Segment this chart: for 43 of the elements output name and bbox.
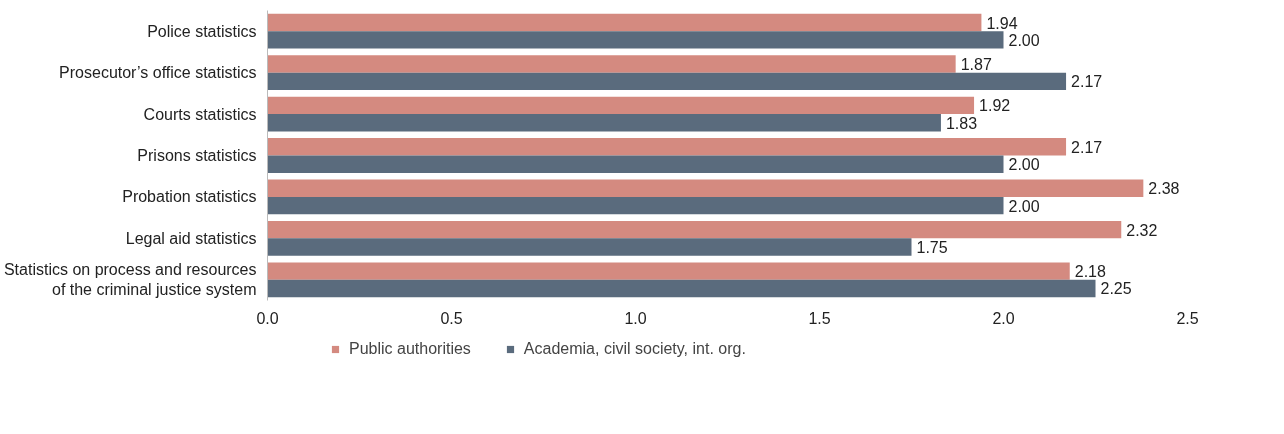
data-label: 2.18	[1074, 263, 1106, 281]
x-tick-label: 0.5	[440, 309, 463, 327]
bar	[267, 114, 941, 132]
bar	[267, 179, 1144, 197]
bar	[267, 155, 1004, 173]
bar	[267, 238, 912, 256]
data-label: 2.00	[1008, 156, 1040, 174]
y-tick-label: Prosecutor’s office statistics	[59, 64, 257, 82]
bar	[267, 196, 1004, 215]
bar	[267, 262, 1070, 280]
bar	[267, 13, 982, 32]
data-label: 1.92	[979, 97, 1011, 115]
data-label: 2.00	[1008, 31, 1040, 49]
bar	[267, 55, 956, 73]
x-tick-label: 1.0	[624, 309, 647, 327]
y-tick-label: Prisons statistics	[137, 147, 257, 164]
bar	[267, 220, 1122, 239]
data-label: 2.17	[1071, 73, 1103, 91]
y-tick-label: Statistics on process and resources of the criminal justice system	[3, 261, 257, 299]
y-tick-label: Courts statistics	[143, 105, 257, 123]
y-tick-label: Police statistics	[147, 22, 257, 40]
data-label: 1.75	[916, 239, 948, 257]
x-tick-label: 1.5	[808, 309, 831, 327]
x-tick-label: 2.5	[1176, 309, 1199, 327]
data-label: 2.17	[1071, 138, 1103, 156]
bar	[267, 72, 1067, 91]
y-tick-label: Legal aid statistics	[125, 229, 257, 247]
data-label: 1.87	[960, 55, 992, 73]
data-label: 2.32	[1126, 221, 1158, 239]
bar	[267, 279, 1096, 298]
bar	[267, 31, 1004, 49]
legend-label: Public authorities	[349, 340, 471, 358]
data-label: 2.25	[1100, 280, 1132, 298]
x-tick-label: 2.0	[992, 309, 1015, 327]
y-tick-label: Probation statistics	[122, 188, 257, 206]
data-label: 1.94	[986, 14, 1018, 32]
data-label: 2.00	[1008, 197, 1040, 215]
data-label: 1.83	[945, 114, 978, 132]
bar	[267, 96, 975, 115]
bar	[267, 138, 1067, 156]
x-tick-label: 0.0	[256, 309, 279, 327]
data-label: 2.38	[1148, 180, 1180, 198]
legend-label: Academia, civil society, int. org.	[523, 340, 746, 358]
